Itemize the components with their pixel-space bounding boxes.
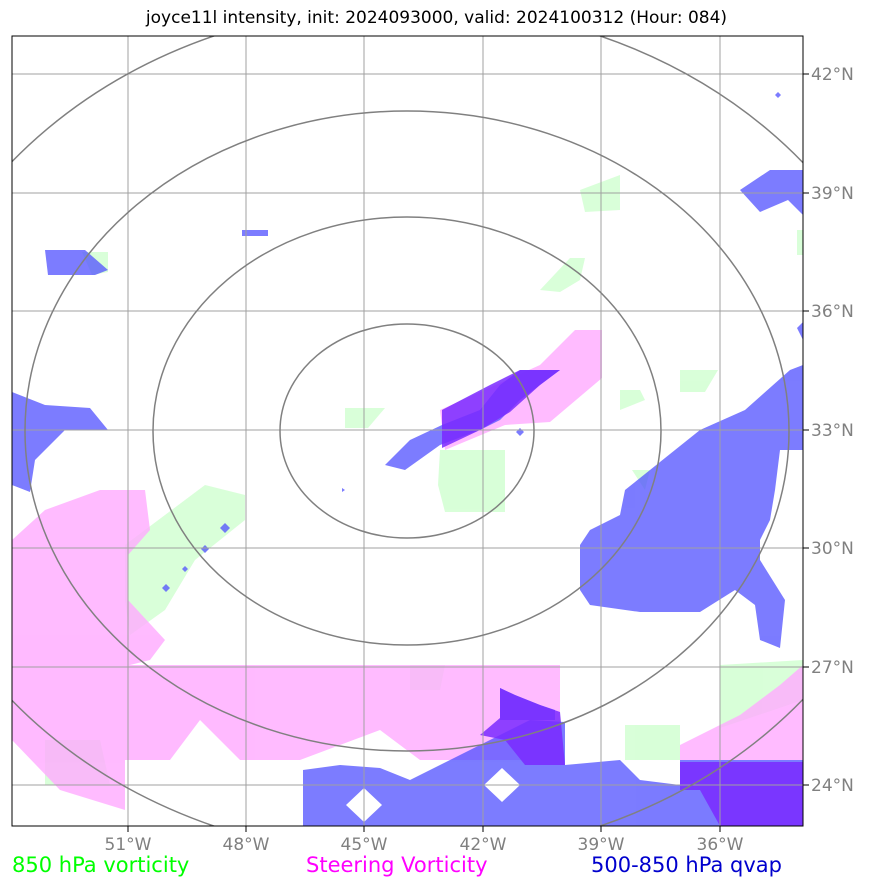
lat-label-30n: 30°N xyxy=(811,539,854,559)
tick-marks xyxy=(127,73,809,832)
lon-tick-labels: 51°W 48°W 45°W 42°W 39°W 36°W xyxy=(105,835,744,855)
map-title: joyce11l intensity, init: 2024093000, va… xyxy=(145,8,728,28)
map-frame xyxy=(11,35,804,827)
legend-qvap: 500-850 hPa qvap xyxy=(591,853,782,877)
lat-label-39n: 39°N xyxy=(811,184,854,204)
lat-label-36n: 36°N xyxy=(811,302,854,322)
lon-label-42w: 42°W xyxy=(460,835,507,855)
lon-label-51w: 51°W xyxy=(105,835,152,855)
lat-label-42n: 42°N xyxy=(811,65,854,85)
lon-label-36w: 36°W xyxy=(697,835,744,855)
graticule xyxy=(12,36,803,826)
legend-850-vorticity: 850 hPa vorticity xyxy=(12,853,190,877)
lat-label-33n: 33°N xyxy=(811,421,854,441)
lon-label-39w: 39°W xyxy=(578,835,625,855)
lon-label-48w: 48°W xyxy=(223,835,270,855)
range-rings xyxy=(12,36,803,826)
legend-steering-vorticity: Steering Vorticity xyxy=(306,853,488,877)
lon-label-45w: 45°W xyxy=(341,835,388,855)
lat-label-27n: 27°N xyxy=(811,658,854,678)
overlap-layer xyxy=(442,370,803,826)
lat-label-24n: 24°N xyxy=(811,776,854,796)
lat-tick-labels: 42°N 39°N 36°N 33°N 30°N 27°N 24°N xyxy=(811,65,854,796)
